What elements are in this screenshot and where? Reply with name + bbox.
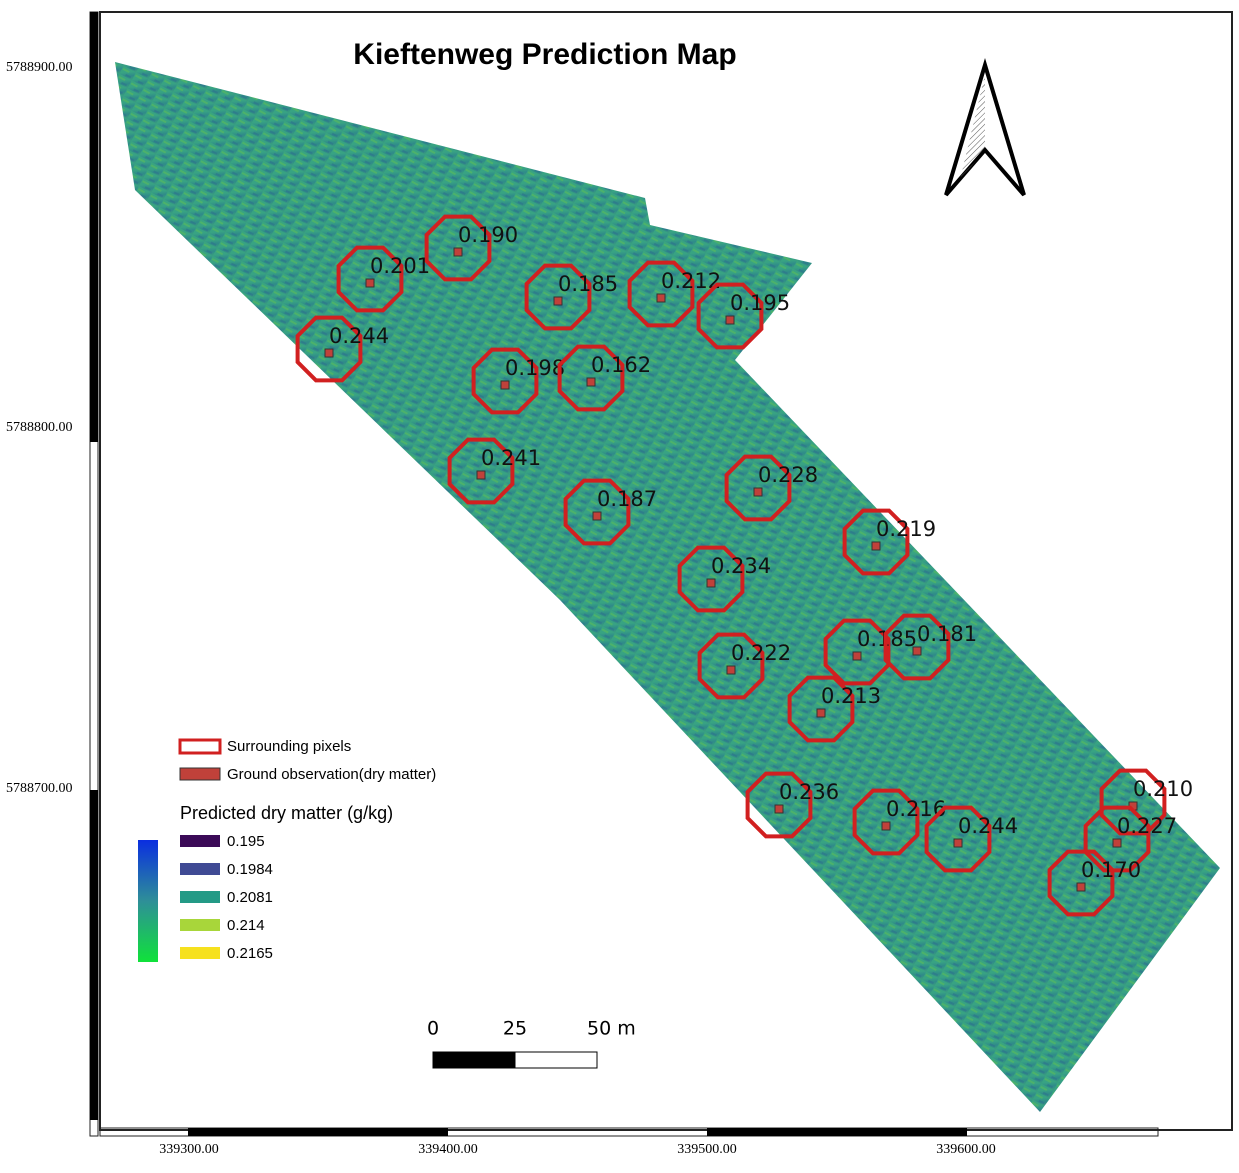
map: Kieftenweg Prediction Map 0.190 0.201 0.24… — [0, 0, 1239, 1169]
ground-observation — [775, 805, 783, 813]
ground-observation — [454, 248, 462, 256]
y-coordinate-label: 5788800.00 — [6, 420, 73, 435]
observation-label: 0.210 — [1133, 777, 1193, 801]
observation-label: 0.185 — [558, 272, 618, 296]
ground-observation — [853, 652, 861, 660]
ground-observation — [1113, 839, 1121, 847]
ground-observation — [477, 471, 485, 479]
legend-class-label: 0.2081 — [227, 889, 273, 906]
legend-heading: Predicted dry matter (g/kg) — [180, 803, 393, 823]
ground-observation — [366, 279, 374, 287]
observation-label: 0.170 — [1081, 858, 1141, 882]
bottom-ruler-dark — [188, 1128, 448, 1136]
ground-observation — [882, 822, 890, 830]
ground-observation — [872, 542, 880, 550]
legend-class-swatch — [180, 891, 220, 903]
ground-observation — [325, 349, 333, 357]
scale-label: 0 — [427, 1018, 439, 1040]
ground-observation — [913, 647, 921, 655]
ground-observation — [726, 316, 734, 324]
ground-observation — [817, 709, 825, 717]
observation-label: 0.228 — [758, 463, 818, 487]
ground-observation — [727, 666, 735, 674]
x-coordinate-label: 339300.00 — [159, 1142, 219, 1157]
observation-label: 0.244 — [329, 324, 389, 348]
observation-label: 0.236 — [779, 780, 839, 804]
ground-observation — [593, 512, 601, 520]
legend-class-swatch — [180, 863, 220, 875]
ground-observation — [754, 488, 762, 496]
ground-observation — [501, 381, 509, 389]
bottom-ruler-dark — [707, 1128, 967, 1136]
observation-label: 0.213 — [821, 684, 881, 708]
left-ruler-dark — [90, 12, 98, 442]
ground-observation — [554, 297, 562, 305]
observation-label: 0.201 — [370, 254, 430, 278]
x-coordinate-label: 339600.00 — [936, 1142, 996, 1157]
observation-label: 0.162 — [591, 353, 651, 377]
observation-label: 0.234 — [711, 554, 771, 578]
observation-label: 0.195 — [730, 291, 790, 315]
y-coordinate-label: 5788900.00 — [6, 60, 73, 75]
ground-observation — [707, 579, 715, 587]
observation-label: 0.227 — [1117, 814, 1177, 838]
legend-ramp — [138, 840, 158, 962]
observation-label: 0.187 — [597, 487, 657, 511]
legend-class-label: 0.1984 — [227, 861, 273, 878]
ground-observation — [587, 378, 595, 386]
observation-label: 0.181 — [917, 622, 977, 646]
observation-label: 0.190 — [458, 223, 518, 247]
observation-label: 0.241 — [481, 446, 541, 470]
ground-observation — [1077, 883, 1085, 891]
scale-label: 50 m — [587, 1018, 636, 1040]
observation-label: 0.198 — [505, 356, 565, 380]
observation-label: 0.244 — [958, 814, 1018, 838]
x-coordinate-label: 339500.00 — [677, 1142, 737, 1157]
legend-class-swatch — [180, 947, 220, 959]
ground-observation — [954, 839, 962, 847]
legend-class-swatch — [180, 919, 220, 931]
legend-class-label: 0.195 — [227, 833, 265, 850]
legend-class-label: 0.2165 — [227, 945, 273, 962]
scale-label: 25 — [503, 1018, 527, 1040]
x-coordinate-label: 339400.00 — [418, 1142, 478, 1157]
y-coordinate-label: 5788700.00 — [6, 781, 73, 796]
observation-label: 0.219 — [876, 517, 936, 541]
legend-square-symbol — [180, 768, 220, 780]
legend-label: Surrounding pixels — [227, 738, 351, 755]
ground-observation — [657, 294, 665, 302]
legend-class-swatch — [180, 835, 220, 847]
map-title: Kieftenweg Prediction Map — [353, 38, 736, 71]
legend-label: Ground observation(dry matter) — [227, 766, 436, 783]
legend-circle-symbol — [180, 740, 220, 753]
legend-class-label: 0.214 — [227, 917, 265, 934]
observation-label: 0.222 — [731, 641, 791, 665]
left-ruler-dark — [90, 790, 98, 1120]
